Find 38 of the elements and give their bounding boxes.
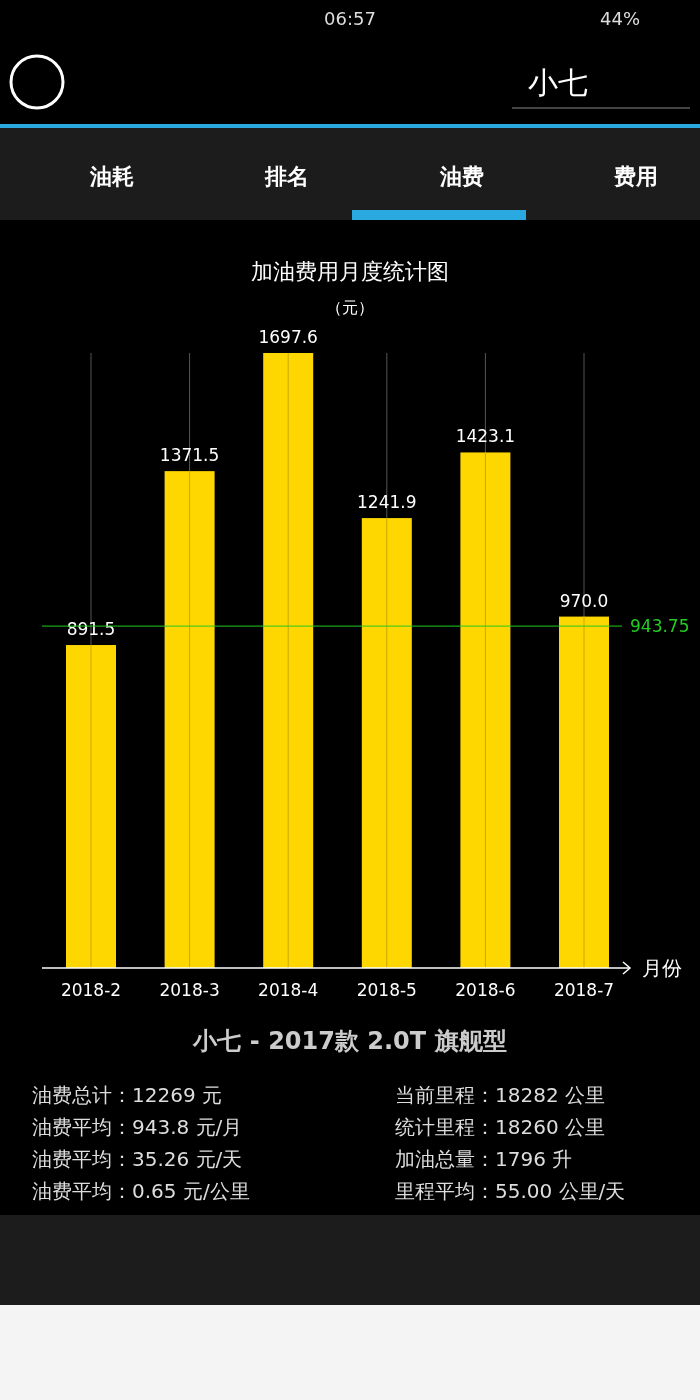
bar <box>263 353 314 968</box>
data-label: 970.0 <box>559 590 609 611</box>
chart-title: 加油费用月度统计图 <box>251 259 449 284</box>
data-label: 1423.1 <box>455 426 516 447</box>
text: 06:57 <box>324 8 376 29</box>
data-label: 1371.5 <box>159 445 220 466</box>
text: 油费 <box>439 164 484 189</box>
x-tick-label: 2018-5 <box>356 980 417 1000</box>
text: 排名 <box>264 164 309 189</box>
x-axis-title: 月份 <box>642 956 682 980</box>
text: 油费总计：12269 元 <box>32 1083 222 1107</box>
bar <box>361 518 412 968</box>
data-label: 1241.9 <box>357 492 417 513</box>
x-tick-label: 2018-7 <box>553 980 615 1000</box>
text: 油费平均：35.26 元/天 <box>32 1147 243 1171</box>
x-tick-label: 2018-3 <box>159 980 220 1000</box>
bar <box>66 645 116 968</box>
text: 加油总量：1796 升 <box>395 1147 573 1171</box>
bar <box>164 471 215 968</box>
text: 当前里程：18282 公里 <box>395 1083 605 1107</box>
text: 小七 <box>528 65 588 100</box>
text: 里程平均：55.00 公里/天 <box>395 1179 626 1203</box>
text: 费用 <box>613 164 658 189</box>
chart-subtitle: （元） <box>326 298 374 317</box>
ref-line-label: 943.75 <box>630 616 690 637</box>
x-tick-label: 2018-6 <box>455 980 516 1000</box>
text: 44% <box>599 8 640 29</box>
data-label: 891.5 <box>66 619 116 640</box>
data-label: 1697.6 <box>258 327 318 347</box>
text: 统计里程：18260 公里 <box>395 1115 605 1139</box>
text: 油费平均：943.8 元/月 <box>32 1115 243 1139</box>
bar <box>460 452 511 968</box>
text: 油耗 <box>89 164 134 189</box>
text: 小七 - 2017款 2.0T 旗舰型 <box>192 1027 507 1055</box>
bar <box>559 616 609 968</box>
x-tick-label: 2018-2 <box>60 980 122 1000</box>
text: 油费平均：0.65 元/公里 <box>32 1179 250 1203</box>
x-tick-label: 2018-4 <box>258 980 319 1000</box>
